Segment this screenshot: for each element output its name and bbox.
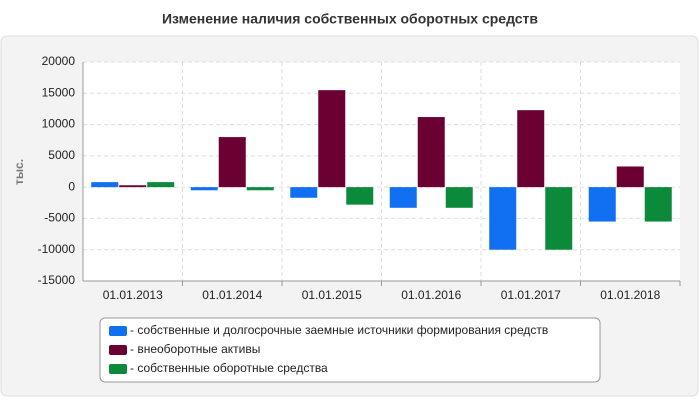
y-tick-label: -10000 [38,242,76,256]
y-tick-label: -15000 [38,273,76,287]
legend-box [99,317,601,383]
plot-area [83,62,680,281]
bar [616,166,644,188]
legend-swatch [109,345,127,355]
legend-label: - собственные и долгосрочные заемные ист… [130,323,548,337]
bar [91,182,119,188]
bar [389,187,417,208]
x-tick-label: 01.01.2014 [202,288,262,302]
bar [290,187,318,198]
y-tick-label: 10000 [42,117,76,131]
x-tick-label: 01.01.2018 [600,288,660,302]
y-tick-label: 0 [68,179,75,193]
bar [246,187,274,191]
legend-label: - внеоборотные активы [130,342,260,356]
y-tick-label: 5000 [48,148,75,162]
y-axis-label: тыс. [12,159,26,185]
legend-label: - собственные оборотные средства [130,361,328,375]
bar [517,110,545,188]
y-tick-label: 15000 [42,85,76,99]
y-tick-label: -5000 [44,211,75,225]
bar [644,187,672,222]
bar [119,185,147,188]
bar [588,187,616,222]
bar [147,182,175,188]
bar [489,187,517,250]
x-tick-label: 01.01.2015 [302,288,362,302]
chart-title: Изменение наличия собственных оборотных … [162,11,538,27]
bar [445,187,473,208]
bar [545,187,573,250]
bar [318,90,346,188]
legend-swatch [109,364,127,374]
legend-swatch [109,326,127,336]
bar [218,137,246,188]
bar [346,187,374,205]
x-tick-label: 01.01.2016 [401,288,461,302]
y-tick-label: 20000 [42,54,76,68]
x-tick-label: 01.01.2013 [103,288,163,302]
bar [190,187,218,191]
bar [417,117,445,188]
x-tick-label: 01.01.2017 [501,288,561,302]
